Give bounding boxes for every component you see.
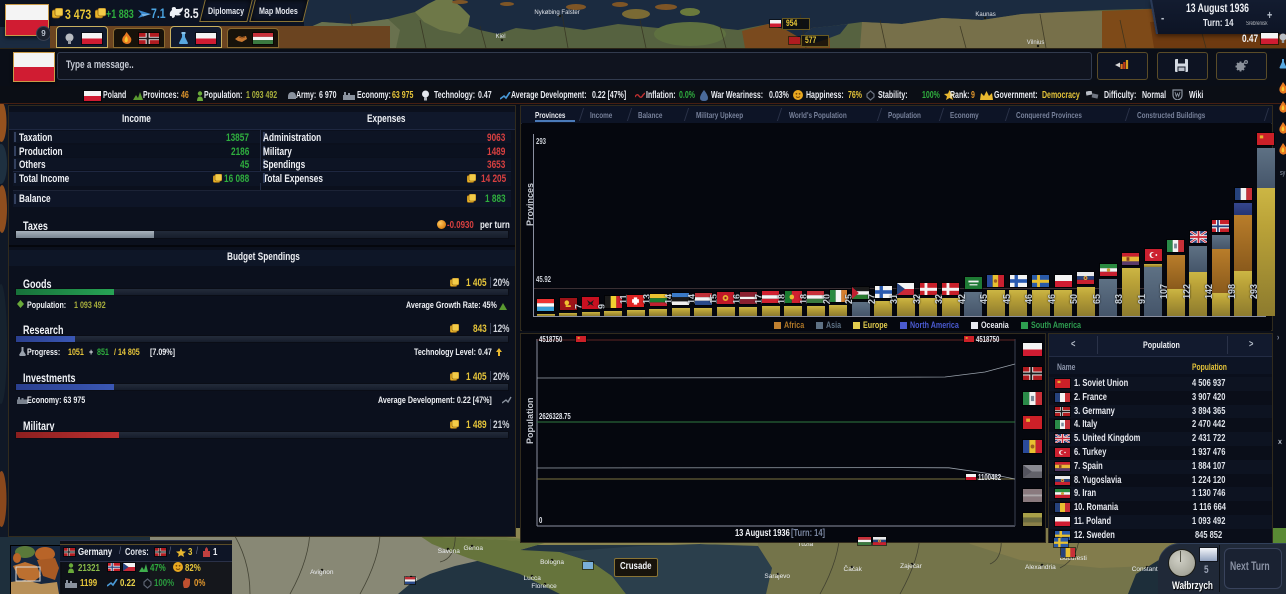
svg-text:Čačak: Čačak	[844, 564, 863, 573]
svg-text:Florence: Florence	[531, 583, 557, 590]
svg-text:Alexandria: Alexandria	[1025, 564, 1056, 571]
svg-text:Nykøbing Falster: Nykøbing Falster	[534, 10, 579, 16]
svg-text:Tuzla: Tuzla	[798, 541, 814, 548]
svg-text:Genoa: Genoa	[464, 545, 484, 552]
svg-text:Vilnius: Vilnius	[1027, 40, 1045, 46]
svg-text:Zaječar: Zaječar	[900, 563, 923, 570]
svg-text:Savona: Savona	[438, 548, 460, 555]
svg-text:Sarajevo: Sarajevo	[764, 573, 790, 580]
svg-text:Avignon: Avignon	[310, 569, 334, 576]
svg-text:Lucca: Lucca	[524, 575, 542, 582]
svg-text:Constanta: Constanta	[1132, 566, 1162, 573]
svg-text:Bucuresti: Bucuresti	[1060, 555, 1087, 562]
svg-text:Kaunas: Kaunas	[975, 12, 995, 18]
svg-text:Bologna: Bologna	[540, 559, 564, 566]
svg-text:Kiel: Kiel	[496, 34, 506, 40]
